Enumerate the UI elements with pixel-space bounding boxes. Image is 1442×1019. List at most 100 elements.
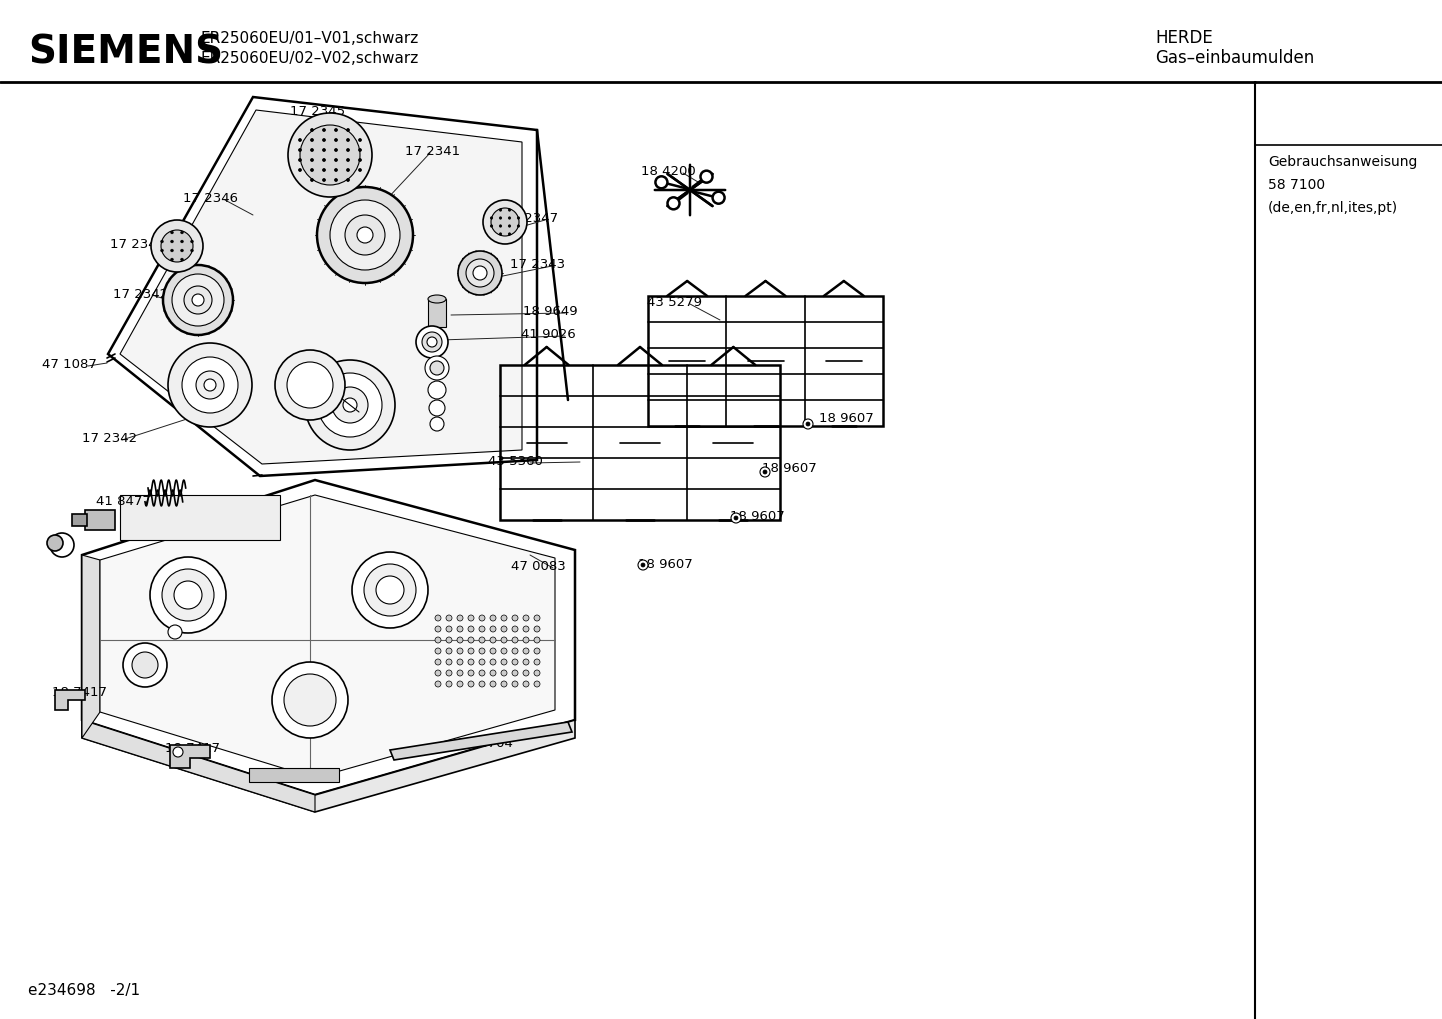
Circle shape bbox=[170, 250, 173, 252]
Text: 17 2343: 17 2343 bbox=[510, 258, 565, 271]
Text: 18 9649: 18 9649 bbox=[523, 305, 578, 318]
Circle shape bbox=[352, 552, 428, 628]
Circle shape bbox=[345, 215, 385, 255]
Circle shape bbox=[457, 659, 463, 665]
Circle shape bbox=[335, 139, 337, 142]
Circle shape bbox=[457, 671, 463, 676]
Circle shape bbox=[423, 332, 443, 352]
Circle shape bbox=[466, 259, 495, 287]
Circle shape bbox=[637, 560, 647, 570]
Circle shape bbox=[469, 659, 474, 665]
Text: 18 7417: 18 7417 bbox=[164, 742, 221, 755]
Circle shape bbox=[133, 652, 159, 678]
Text: 17 2346: 17 2346 bbox=[183, 192, 238, 205]
Circle shape bbox=[490, 217, 493, 219]
Circle shape bbox=[332, 387, 368, 423]
Circle shape bbox=[346, 149, 349, 152]
Circle shape bbox=[300, 125, 360, 185]
Circle shape bbox=[160, 240, 163, 243]
Circle shape bbox=[469, 648, 474, 654]
Circle shape bbox=[288, 113, 372, 197]
Circle shape bbox=[731, 513, 741, 523]
Circle shape bbox=[169, 625, 182, 639]
Text: 18 9607: 18 9607 bbox=[819, 412, 874, 425]
Circle shape bbox=[523, 681, 529, 687]
Bar bbox=[72, 514, 87, 526]
Circle shape bbox=[479, 648, 485, 654]
Circle shape bbox=[319, 373, 382, 437]
Polygon shape bbox=[82, 555, 99, 738]
Circle shape bbox=[459, 251, 502, 294]
Circle shape bbox=[50, 533, 74, 557]
Circle shape bbox=[170, 240, 173, 243]
Circle shape bbox=[359, 149, 362, 152]
Circle shape bbox=[523, 671, 529, 676]
Circle shape bbox=[323, 168, 326, 171]
Text: SIEMENS: SIEMENS bbox=[27, 33, 224, 71]
Circle shape bbox=[490, 648, 496, 654]
Circle shape bbox=[656, 176, 668, 189]
Circle shape bbox=[523, 637, 529, 643]
Circle shape bbox=[151, 220, 203, 272]
Circle shape bbox=[310, 168, 313, 171]
Circle shape bbox=[310, 139, 313, 142]
Circle shape bbox=[435, 648, 441, 654]
Circle shape bbox=[358, 227, 373, 243]
Circle shape bbox=[490, 659, 496, 665]
Bar bbox=[85, 510, 115, 530]
Circle shape bbox=[180, 258, 183, 261]
Circle shape bbox=[479, 626, 485, 632]
Circle shape bbox=[806, 422, 810, 426]
Bar bbox=[500, 365, 780, 520]
Text: 18 9607: 18 9607 bbox=[637, 558, 692, 571]
Circle shape bbox=[534, 681, 539, 687]
Circle shape bbox=[490, 671, 496, 676]
Circle shape bbox=[457, 615, 463, 621]
Text: 17 2341: 17 2341 bbox=[405, 145, 460, 158]
Circle shape bbox=[518, 225, 519, 227]
Circle shape bbox=[479, 681, 485, 687]
Circle shape bbox=[174, 581, 202, 609]
Circle shape bbox=[160, 250, 163, 252]
Circle shape bbox=[363, 564, 415, 616]
Bar bbox=[428, 299, 446, 327]
Circle shape bbox=[428, 381, 446, 399]
Text: 47 1087: 47 1087 bbox=[42, 358, 97, 371]
Circle shape bbox=[446, 615, 451, 621]
Circle shape bbox=[415, 326, 448, 358]
Circle shape bbox=[203, 379, 216, 391]
Text: 43 5360: 43 5360 bbox=[487, 455, 542, 468]
Circle shape bbox=[512, 615, 518, 621]
Circle shape bbox=[310, 159, 313, 161]
Circle shape bbox=[346, 128, 349, 131]
Circle shape bbox=[273, 662, 348, 738]
Circle shape bbox=[500, 615, 508, 621]
Circle shape bbox=[298, 159, 301, 161]
Circle shape bbox=[500, 648, 508, 654]
Circle shape bbox=[469, 626, 474, 632]
Circle shape bbox=[668, 198, 679, 209]
Circle shape bbox=[335, 149, 337, 152]
Circle shape bbox=[490, 615, 496, 621]
Circle shape bbox=[275, 350, 345, 420]
Circle shape bbox=[490, 681, 496, 687]
Circle shape bbox=[323, 139, 326, 142]
Circle shape bbox=[123, 643, 167, 687]
Circle shape bbox=[508, 225, 510, 227]
Circle shape bbox=[170, 231, 173, 233]
Text: 17 2347: 17 2347 bbox=[503, 212, 558, 225]
Circle shape bbox=[323, 149, 326, 152]
Circle shape bbox=[500, 626, 508, 632]
Circle shape bbox=[473, 266, 487, 280]
Circle shape bbox=[150, 557, 226, 633]
Bar bbox=[249, 768, 339, 782]
Circle shape bbox=[479, 659, 485, 665]
Circle shape bbox=[359, 159, 362, 161]
Circle shape bbox=[446, 671, 451, 676]
Circle shape bbox=[534, 626, 539, 632]
Circle shape bbox=[701, 170, 712, 182]
Circle shape bbox=[500, 671, 508, 676]
Circle shape bbox=[512, 637, 518, 643]
Circle shape bbox=[446, 648, 451, 654]
Text: 47 0083: 47 0083 bbox=[510, 560, 565, 573]
